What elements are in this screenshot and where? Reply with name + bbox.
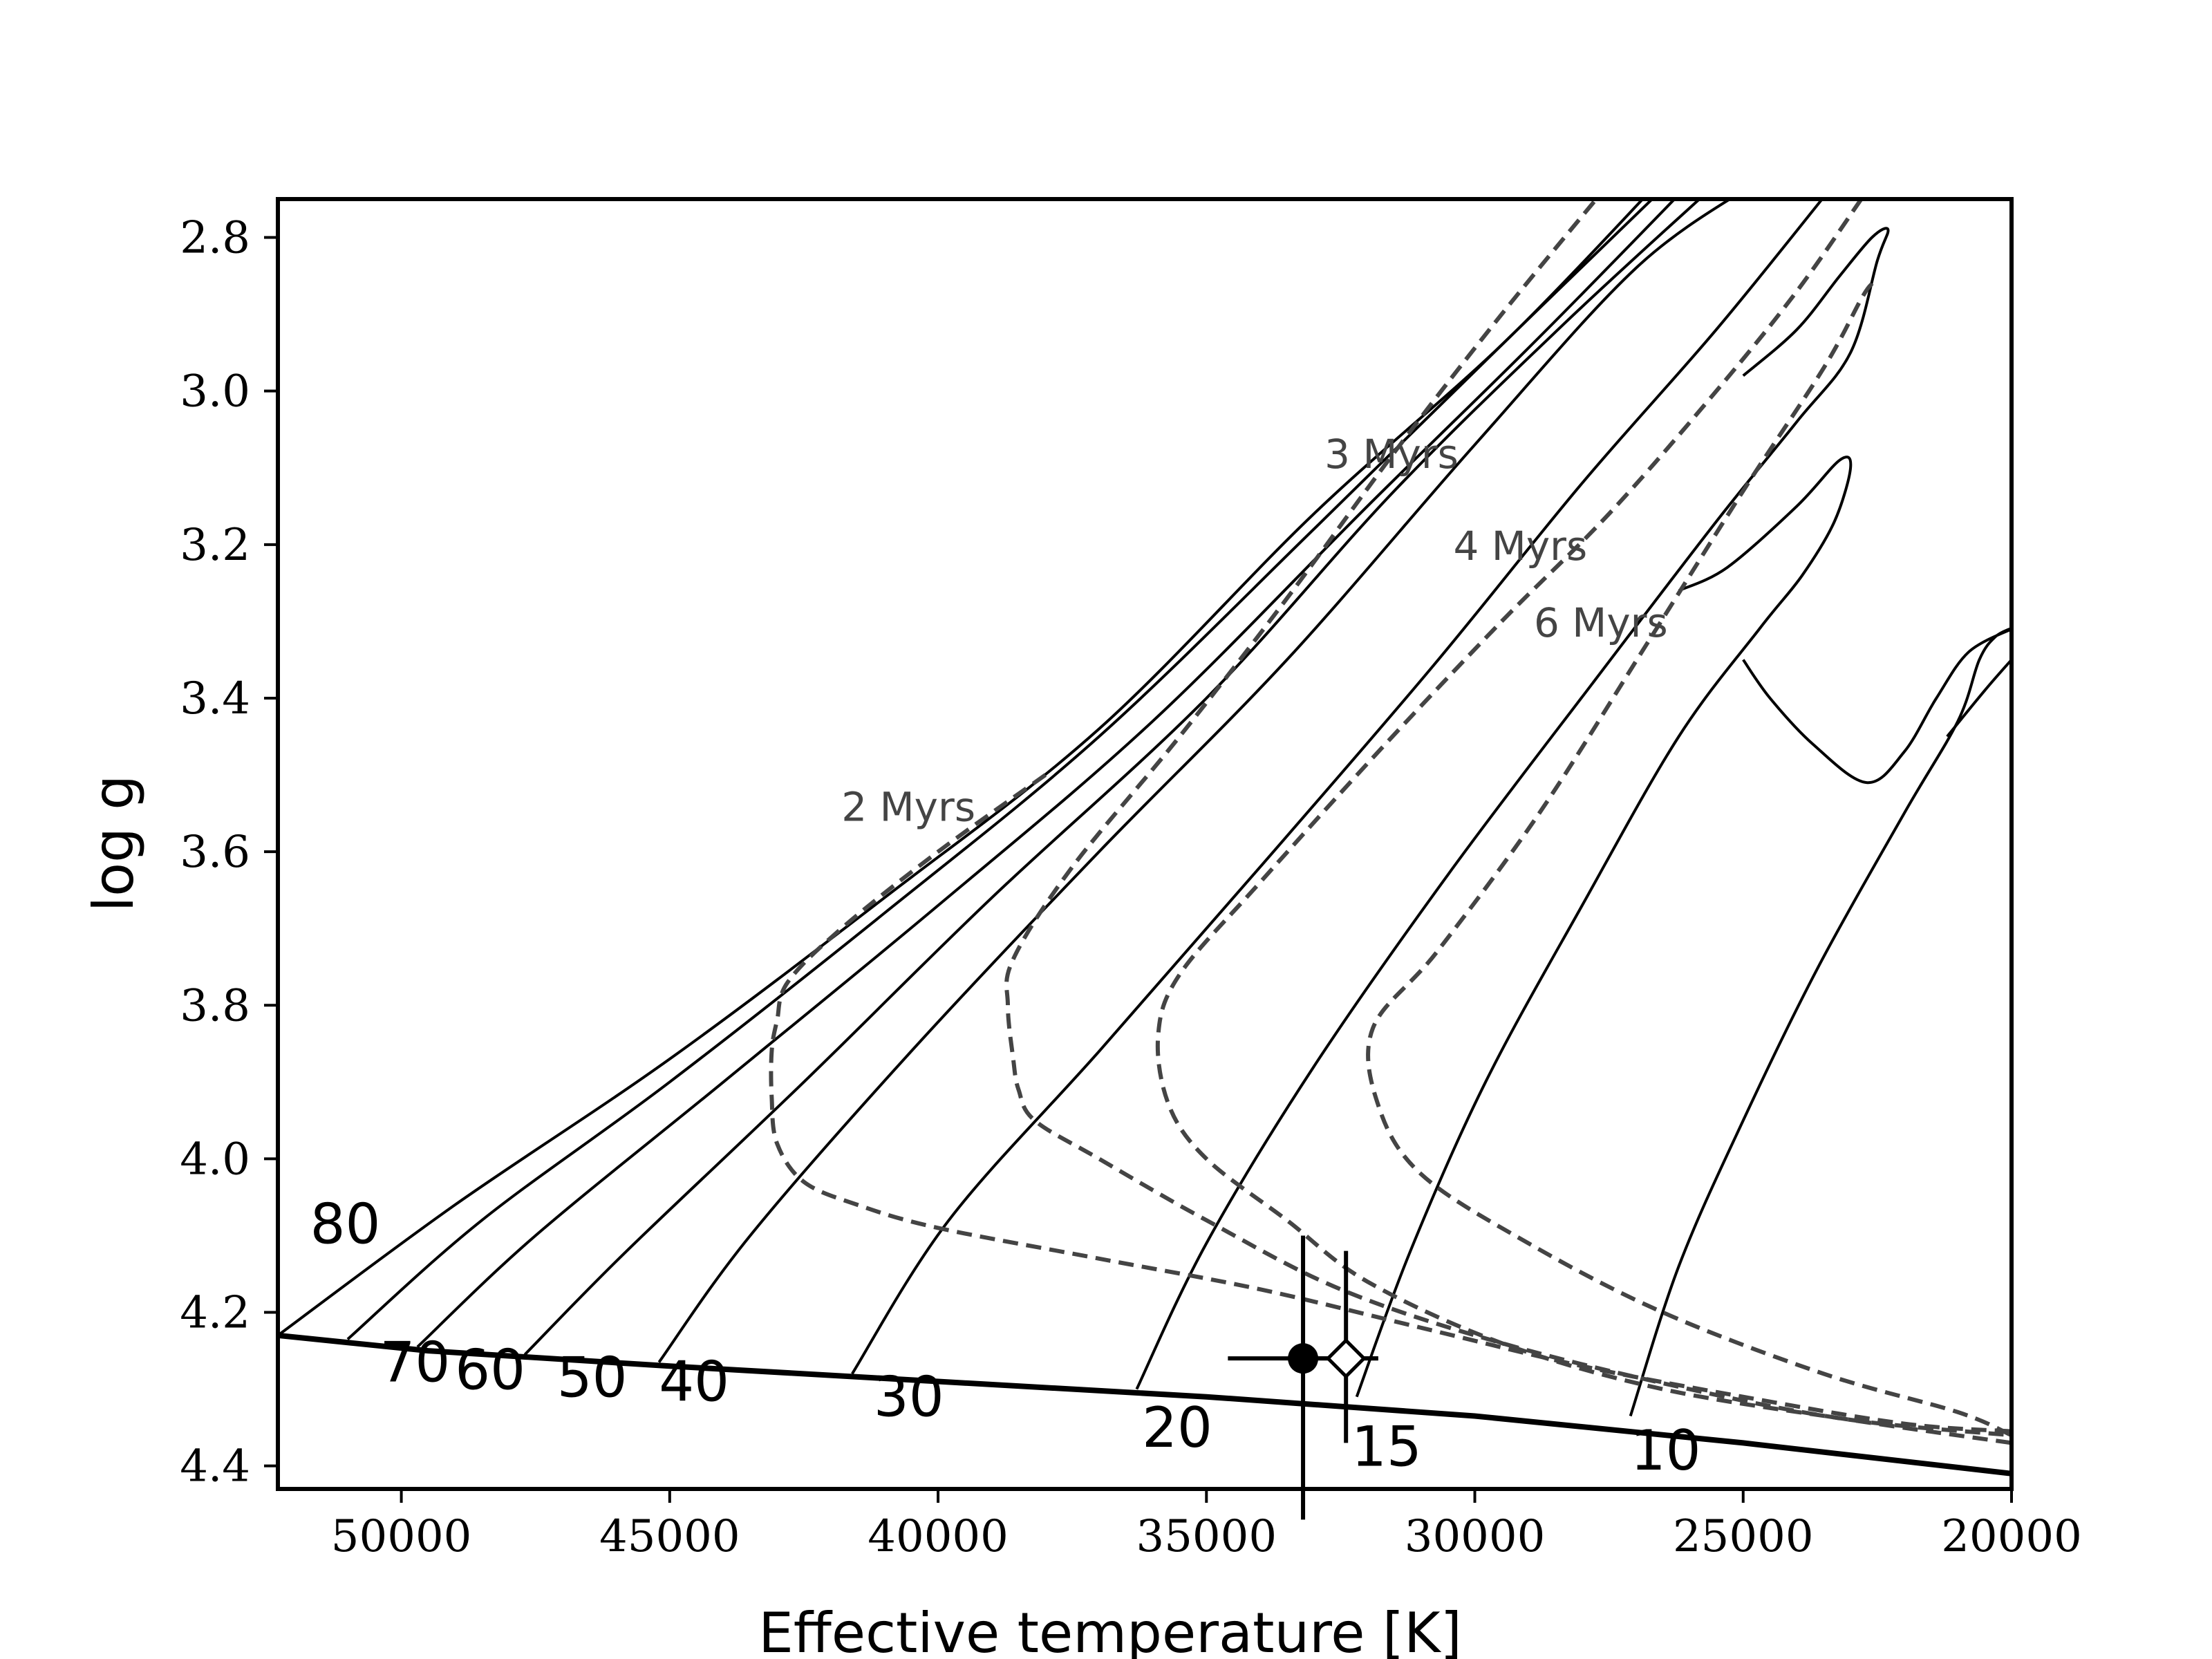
mass-label-70: 70 <box>380 1331 451 1395</box>
mass-label-40: 40 <box>659 1349 729 1414</box>
y-tick-label: 4.2 <box>180 1288 250 1339</box>
mass-label-30: 30 <box>874 1365 944 1429</box>
mass-label-15: 15 <box>1351 1415 1422 1479</box>
track-line-50 <box>523 199 1702 1356</box>
y-tick-label: 3.6 <box>180 827 250 878</box>
isochrone-line-3-myrs <box>1004 199 2012 1438</box>
isochrone-label-3-myrs: 3 Myrs <box>1324 431 1459 478</box>
mass-label-80: 80 <box>310 1192 381 1257</box>
x-tick-label: 25000 <box>1673 1511 1814 1562</box>
y-tick-label: 3.2 <box>180 520 250 571</box>
annotation-layer: 80 70 60 50 40 30 20 15 10 2 Myrs 3 Myrs 4 Myrs 6 My… <box>310 431 1701 1520</box>
isochrone-line-4-myrs <box>1155 199 2012 1445</box>
mass-label-50: 50 <box>557 1346 628 1410</box>
y-tick-label: 3.8 <box>180 980 250 1031</box>
isochrone-line-6-myrs <box>1366 282 2012 1438</box>
y-axis-label: log g <box>82 775 146 912</box>
x-tick-label: 30000 <box>1405 1511 1546 1562</box>
y-tick-label: 3.0 <box>180 366 250 418</box>
y-tick-label: 4.4 <box>180 1441 250 1492</box>
series-layer <box>278 199 2012 1477</box>
plot-frame <box>276 197 2014 1491</box>
isochrone-label-4-myrs: 4 Myrs <box>1453 523 1587 570</box>
isochrone-label-2-myrs: 2 Myrs <box>841 784 975 831</box>
y-tick-label: 4.0 <box>180 1134 250 1185</box>
x-axis-label: Effective temperature [K] <box>758 1601 1462 1659</box>
track-line-40 <box>657 199 1733 1363</box>
x-axis: 50000 45000 40000 35000 30000 25000 20000 <box>331 1489 2082 1562</box>
track-line-20 <box>1135 227 1890 1390</box>
track-line-15 <box>1355 456 1853 1398</box>
track-line-extra-9 <box>1946 659 2012 738</box>
filled-circle-marker <box>1288 1343 1319 1374</box>
star-open-diamond <box>1313 1250 1378 1443</box>
x-tick-label: 35000 <box>1136 1511 1277 1562</box>
y-tick-label: 2.8 <box>180 213 250 264</box>
y-tick-label: 3.4 <box>180 673 250 724</box>
x-tick-label: 20000 <box>1941 1511 2082 1562</box>
open-diamond-marker <box>1325 1338 1367 1379</box>
x-tick-label: 45000 <box>599 1511 740 1562</box>
zams-line <box>278 1332 2012 1477</box>
track-line-60 <box>416 199 1677 1348</box>
isochrone-label-6-myrs: 6 Myrs <box>1534 599 1668 646</box>
x-tick-label: 40000 <box>868 1511 1009 1562</box>
mass-label-20: 20 <box>1142 1396 1212 1460</box>
mass-label-10: 10 <box>1631 1418 1701 1483</box>
track-line-10 <box>1629 627 2012 1417</box>
track-line-30 <box>851 199 1824 1375</box>
mass-label-60: 60 <box>455 1338 525 1403</box>
y-axis: 2.8 3.0 3.2 3.4 3.6 3.8 4.0 4.2 4.4 <box>180 213 278 1492</box>
track-line-70 <box>346 199 1655 1340</box>
x-tick-label: 50000 <box>331 1511 472 1562</box>
